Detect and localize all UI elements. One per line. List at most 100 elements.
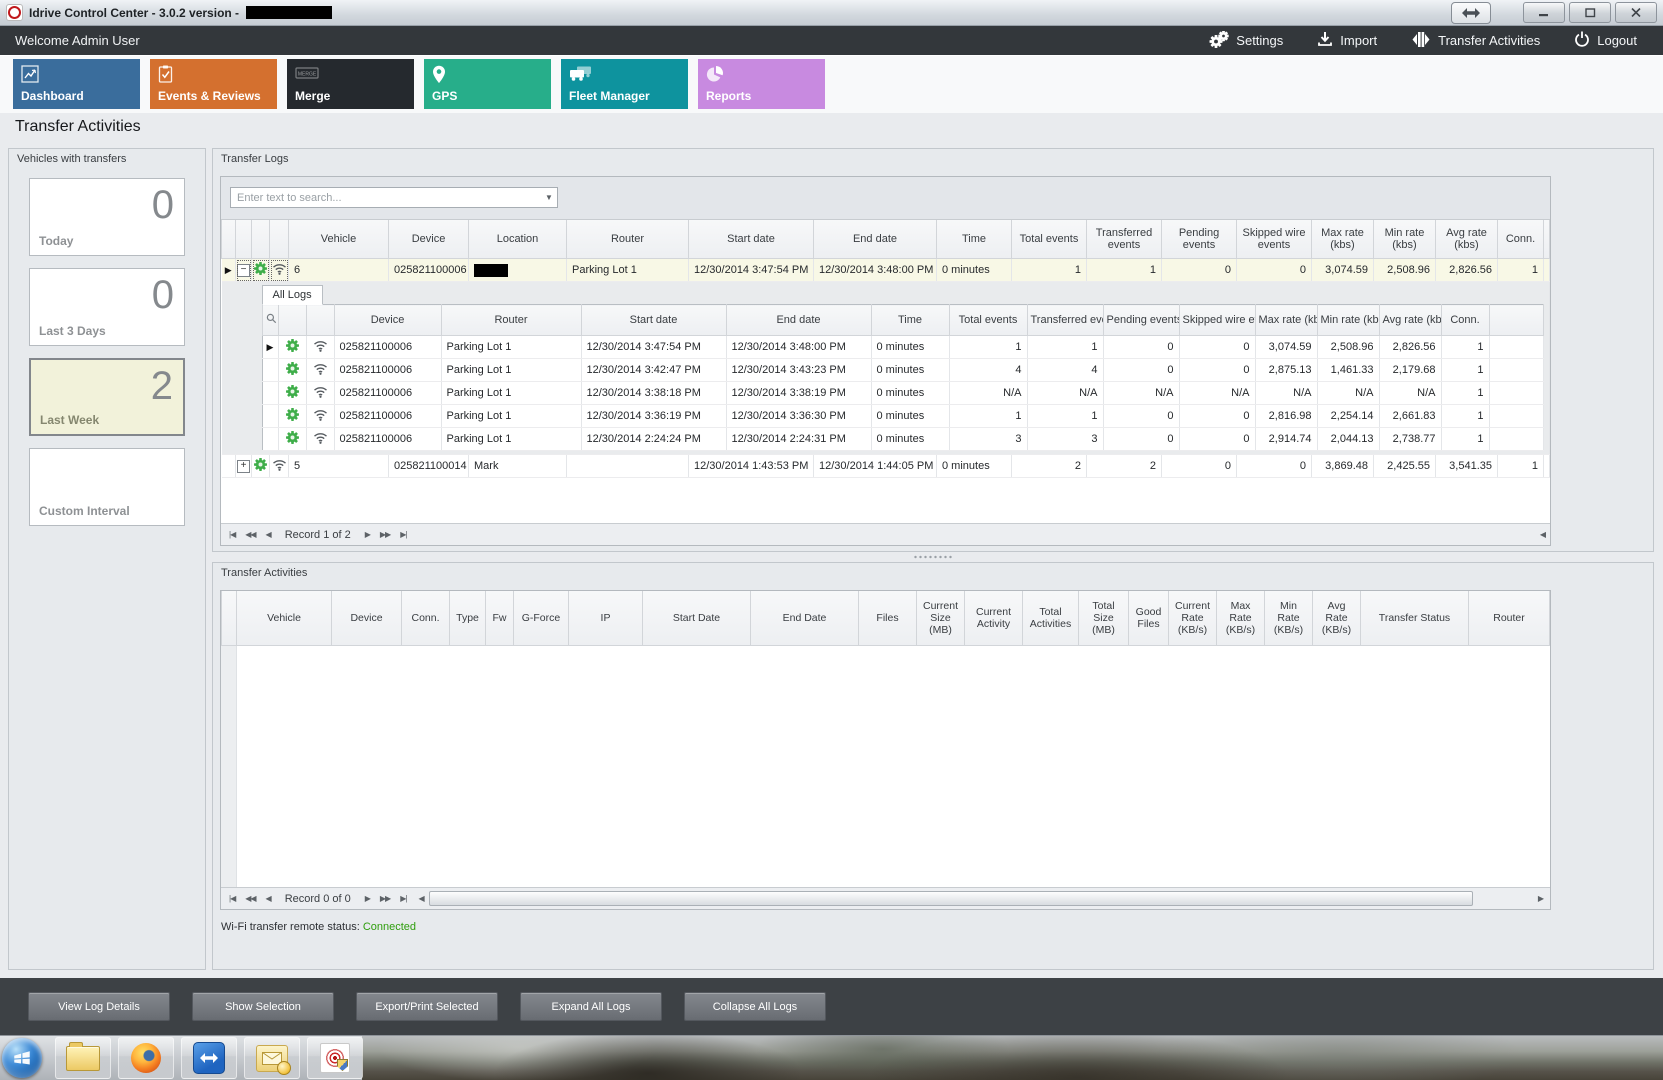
scroll-right-icon[interactable]: ▶ bbox=[1537, 894, 1544, 904]
column-total-events[interactable]: Total events bbox=[948, 304, 1028, 336]
log-row[interactable]: + 5 025821100014 Mark 12/30/2014 1:43:53 PM… bbox=[221, 454, 1550, 478]
scrollbar-thumb[interactable] bbox=[428, 891, 1474, 907]
gear-icon[interactable] bbox=[285, 338, 300, 353]
column-min-rate-kb-s[interactable]: Min Rate (KB/s) bbox=[1264, 591, 1313, 646]
column-avg-rate-kbs[interactable]: Avg rate (kbs) bbox=[1435, 220, 1498, 259]
column-router[interactable]: Router bbox=[440, 304, 582, 336]
column-good-files[interactable]: Good Files bbox=[1128, 591, 1169, 646]
fast-next-page-button[interactable]: ▶▶ bbox=[379, 894, 391, 904]
column-conn[interactable]: Conn. bbox=[401, 591, 450, 646]
column-end-date[interactable]: End Date bbox=[750, 591, 859, 646]
column-start-date[interactable]: Start Date bbox=[642, 591, 751, 646]
expand-all-logs-button[interactable]: Expand All Logs bbox=[520, 992, 662, 1021]
column-min-rate-kbs[interactable]: Min rate (kbs) bbox=[1316, 304, 1380, 336]
prev-page-button[interactable]: ◀ bbox=[265, 530, 272, 539]
nav-action-logout[interactable]: Logout bbox=[1574, 31, 1637, 50]
column-transferred-events[interactable]: Transferred events bbox=[1086, 220, 1162, 259]
interval-card-custom-interval[interactable]: Custom Interval bbox=[29, 448, 185, 526]
column-vehicle[interactable]: Vehicle bbox=[236, 591, 332, 646]
column-avg-rate-kb-s[interactable]: Avg Rate (KB/s) bbox=[1312, 591, 1361, 646]
show-selection-button[interactable]: Show Selection bbox=[192, 992, 334, 1021]
column-conn[interactable]: Conn. bbox=[1440, 304, 1490, 336]
column-g-force[interactable]: G-Force bbox=[513, 591, 569, 646]
tab-events-reviews[interactable]: Events & Reviews bbox=[150, 59, 277, 109]
column-end-date[interactable]: End date bbox=[813, 220, 937, 259]
interval-card-last-3-days[interactable]: 0 Last 3 Days bbox=[29, 268, 185, 346]
scroll-left-icon[interactable]: ◀ bbox=[1539, 530, 1546, 539]
log-detail-row[interactable]: 025821100006 Parking Lot 1 12/30/2014 2:24… bbox=[262, 427, 1544, 451]
minimize-button[interactable] bbox=[1523, 2, 1565, 23]
column-total-size-mb[interactable]: Total Size (MB) bbox=[1078, 591, 1129, 646]
gear-icon[interactable] bbox=[253, 261, 268, 276]
start-button[interactable] bbox=[2, 1038, 48, 1078]
tab-dashboard[interactable]: Dashboard bbox=[13, 59, 140, 109]
tab-merge[interactable]: MERGE Merge bbox=[287, 59, 414, 109]
column-skipped-wire-events[interactable]: Skipped wire events bbox=[1236, 220, 1312, 259]
column-max-rate-kb-s[interactable]: Max Rate (KB/s) bbox=[1216, 591, 1265, 646]
view-log-details-button[interactable]: View Log Details bbox=[28, 992, 170, 1021]
column-router[interactable]: Router bbox=[566, 220, 689, 259]
taskbar-idrive-target-button[interactable] bbox=[307, 1037, 363, 1079]
next-page-button[interactable]: ▶ bbox=[364, 894, 371, 904]
last-page-button[interactable]: ▶| bbox=[400, 894, 407, 904]
gear-icon[interactable] bbox=[285, 407, 300, 422]
close-button[interactable] bbox=[1615, 2, 1657, 23]
log-row[interactable]: ▶ − 6 025821100006 Parking Lot 1 12/30/2014… bbox=[221, 258, 1550, 282]
column-type[interactable]: Type bbox=[449, 591, 486, 646]
fast-prev-page-button[interactable]: ◀◀ bbox=[245, 530, 256, 539]
interval-card-today[interactable]: 0 Today bbox=[29, 178, 185, 256]
column-transfer-status[interactable]: Transfer Status bbox=[1360, 591, 1469, 646]
column-end-date[interactable]: End date bbox=[725, 304, 872, 336]
column-total-events[interactable]: Total events bbox=[1011, 220, 1087, 259]
column-device[interactable]: Device bbox=[388, 220, 469, 259]
column-current-size-mb[interactable]: Current Size (MB) bbox=[916, 591, 965, 646]
log-detail-row[interactable]: 025821100006 Parking Lot 1 12/30/2014 3:42… bbox=[262, 358, 1544, 382]
column-avg-rate-kbs[interactable]: Avg rate (kbs) bbox=[1378, 304, 1442, 336]
column-device[interactable]: Device bbox=[333, 304, 442, 336]
nav-action-transfer-activities[interactable]: Transfer Activities bbox=[1411, 31, 1540, 50]
tab-all-logs[interactable]: All Logs bbox=[261, 285, 323, 305]
gear-icon[interactable] bbox=[253, 457, 268, 472]
log-detail-row[interactable]: 025821100006 Parking Lot 1 12/30/2014 3:36… bbox=[262, 404, 1544, 428]
taskbar-outlook-button[interactable] bbox=[244, 1037, 300, 1079]
interval-card-last-week[interactable]: 2 Last Week bbox=[29, 358, 185, 436]
column-min-rate-kbs[interactable]: Min rate (kbs) bbox=[1373, 220, 1436, 259]
tab-fleet-manager[interactable]: Fleet Manager bbox=[561, 59, 688, 109]
horizontal-scrollbar[interactable]: ◀ ▶ bbox=[414, 891, 1548, 907]
column-router[interactable]: Router bbox=[1468, 591, 1550, 646]
column-max-rate-kbs[interactable]: Max rate (kbs) bbox=[1311, 220, 1374, 259]
taskbar-explorer-folder-button[interactable] bbox=[55, 1037, 111, 1079]
column-current-activity[interactable]: Current Activity bbox=[964, 591, 1023, 646]
first-page-button[interactable]: |◀ bbox=[229, 530, 236, 539]
next-page-button[interactable]: ▶ bbox=[364, 530, 371, 539]
combo-dropdown-icon[interactable]: ▼ bbox=[545, 193, 553, 202]
first-page-button[interactable]: |◀ bbox=[229, 894, 236, 904]
expand-row-button[interactable]: + bbox=[237, 460, 250, 473]
column-ip[interactable]: IP bbox=[568, 591, 643, 646]
column-pending-events[interactable]: Pending events bbox=[1161, 220, 1237, 259]
log-detail-row[interactable]: 025821100006 Parking Lot 1 12/30/2014 3:38… bbox=[262, 381, 1544, 405]
column-fw[interactable]: Fw bbox=[485, 591, 514, 646]
taskbar-firefox-button[interactable] bbox=[118, 1037, 174, 1079]
gear-icon[interactable] bbox=[285, 430, 300, 445]
search-input[interactable] bbox=[231, 191, 541, 204]
column-conn[interactable]: Conn. bbox=[1497, 220, 1544, 259]
collapse-row-button[interactable]: − bbox=[237, 264, 250, 277]
scroll-left-icon[interactable]: ◀ bbox=[418, 894, 425, 904]
tab-gps[interactable]: GPS bbox=[424, 59, 551, 109]
nav-action-import[interactable]: Import bbox=[1317, 31, 1377, 50]
column-start-date[interactable]: Start date bbox=[580, 304, 727, 336]
prev-page-button[interactable]: ◀ bbox=[265, 894, 272, 904]
remote-session-arrows-button[interactable] bbox=[1451, 1, 1491, 24]
nav-action-settings[interactable]: Settings bbox=[1209, 30, 1283, 51]
column-device[interactable]: Device bbox=[331, 591, 402, 646]
tab-reports[interactable]: Reports bbox=[698, 59, 825, 109]
column-skipped-wire-events[interactable]: Skipped wire events bbox=[1178, 304, 1256, 336]
column-pending-events[interactable]: Pending events bbox=[1102, 304, 1180, 336]
column-time[interactable]: Time bbox=[870, 304, 950, 336]
log-detail-row[interactable]: ▶ 025821100006 Parking Lot 1 12/30/2014 3:… bbox=[262, 335, 1544, 359]
collapse-all-logs-button[interactable]: Collapse All Logs bbox=[684, 992, 826, 1021]
search-icon[interactable] bbox=[266, 313, 277, 324]
column-vehicle[interactable]: Vehicle bbox=[288, 220, 389, 259]
export-print-selected-button[interactable]: Export/Print Selected bbox=[356, 992, 498, 1021]
